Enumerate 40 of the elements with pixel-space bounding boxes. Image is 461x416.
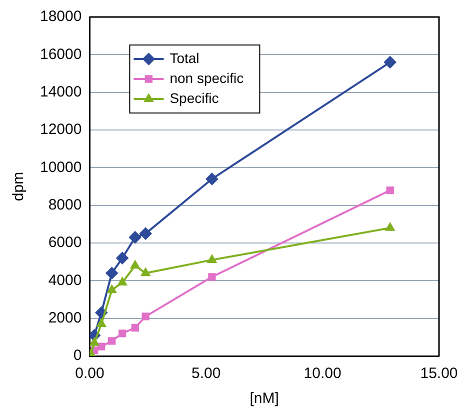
- y-tick-label: 12000: [40, 121, 82, 138]
- y-tick-label: 10000: [40, 158, 82, 176]
- y-tick-label: 4000: [48, 272, 82, 289]
- point: [140, 228, 152, 240]
- y-tick-label: 18000: [40, 8, 82, 26]
- y-tick-label: 2000: [48, 309, 82, 326]
- point: [208, 273, 216, 281]
- x-tick-label: 5.00: [192, 365, 221, 382]
- point: [116, 252, 128, 264]
- point: [141, 268, 150, 276]
- point: [90, 338, 99, 346]
- x-axis-title: [nM]: [250, 390, 279, 408]
- y-tick-label: 6000: [48, 234, 82, 252]
- y-tick-label: 16000: [40, 46, 82, 63]
- point: [108, 337, 116, 345]
- point: [96, 318, 106, 327]
- point: [386, 222, 395, 231]
- point: [107, 285, 116, 294]
- legend-label: Specific: [170, 90, 219, 106]
- y-tick-label: 0: [73, 347, 82, 364]
- legend-label: non specific: [170, 70, 244, 86]
- point: [131, 324, 139, 332]
- x-tick-label: 15.00: [420, 365, 458, 382]
- point: [384, 56, 396, 68]
- point: [142, 312, 150, 320]
- point: [106, 267, 118, 280]
- y-axis-title: dpm: [10, 172, 28, 202]
- y-tick-label: 8000: [48, 196, 82, 214]
- y-tick-label: 14000: [40, 83, 82, 100]
- point: [130, 260, 140, 269]
- point: [208, 254, 216, 263]
- point: [129, 231, 142, 244]
- point: [98, 342, 106, 350]
- x-tick-label: 10.00: [304, 365, 342, 382]
- point: [386, 186, 394, 194]
- point: [206, 172, 218, 185]
- x-tick-label: 0.00: [75, 365, 104, 382]
- point: [118, 330, 126, 338]
- point: [118, 278, 127, 286]
- legend-label: Total: [170, 50, 200, 66]
